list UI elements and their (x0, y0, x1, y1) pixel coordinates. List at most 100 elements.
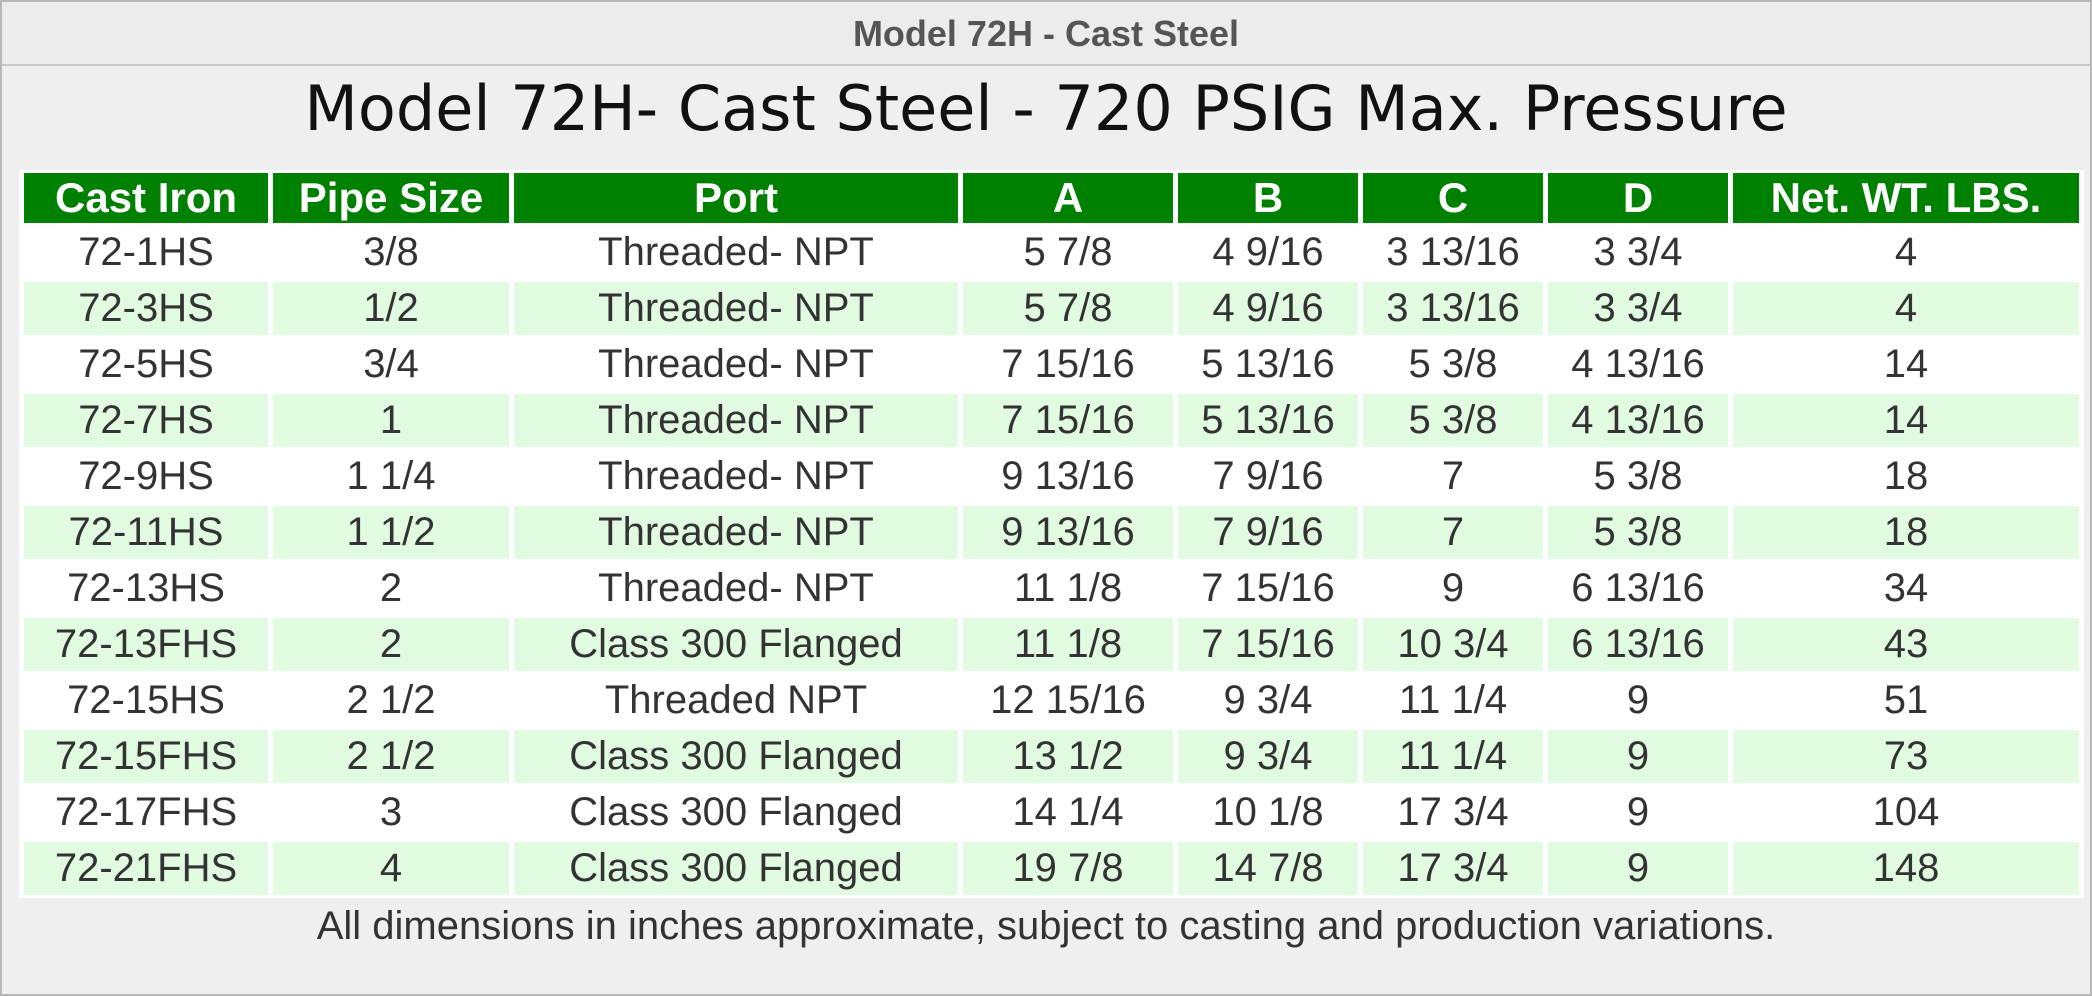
table-cell: 9 (1548, 786, 1728, 839)
table-cell: 43 (1733, 618, 2079, 671)
table-cell: 7 (1363, 450, 1543, 503)
table-cell: 1 1/2 (273, 506, 509, 559)
table-cell: 6 13/16 (1548, 618, 1728, 671)
table-cell: 3 3/4 (1548, 226, 1728, 279)
column-header: Port (514, 173, 958, 223)
table-row: 72-3HS 1/2 Threaded- NPT 5 7/8 4 9/16 3 13/16… (24, 282, 2079, 335)
table-row: 72-11HS 1 1/2 Threaded- NPT 9 13/16 7 9/16 7 5… (24, 506, 2079, 559)
table-cell: 9 3/4 (1178, 674, 1358, 727)
table-title: Model 72H- Cast Steel - 720 PSIG Max. Pr… (304, 72, 1788, 145)
table-cell: 14 (1733, 394, 2079, 447)
table-cell: 3/8 (273, 226, 509, 279)
table-cell: 4 9/16 (1178, 282, 1358, 335)
table-cell: Class 300 Flanged (514, 618, 958, 671)
table-cell: 7 15/16 (1178, 562, 1358, 615)
table-cell: 18 (1733, 450, 2079, 503)
table-cell: 104 (1733, 786, 2079, 839)
table-cell: 72-13HS (24, 562, 268, 615)
table-cell: 72-3HS (24, 282, 268, 335)
table-cell: 148 (1733, 842, 2079, 895)
table-cell: 9 3/4 (1178, 730, 1358, 783)
table-cell: Threaded- NPT (514, 226, 958, 279)
table-row: 72-17FHS 3 Class 300 Flanged 14 1/4 10 1/8 17… (24, 786, 2079, 839)
table-cell: 7 (1363, 506, 1543, 559)
table-cell: 4 13/16 (1548, 394, 1728, 447)
column-header: Pipe Size (273, 173, 509, 223)
table-cell: 19 7/8 (963, 842, 1173, 895)
table-row: 72-7HS 1 Threaded- NPT 7 15/16 5 13/16 5 3/8 4… (24, 394, 2079, 447)
table-cell: Threaded- NPT (514, 338, 958, 391)
table-cell: 7 9/16 (1178, 506, 1358, 559)
table-cell: 4 (1733, 226, 2079, 279)
table-cell: 11 1/8 (963, 618, 1173, 671)
table-cell: 72-21FHS (24, 842, 268, 895)
table-cell: 9 13/16 (963, 506, 1173, 559)
table-cell: 17 3/4 (1363, 786, 1543, 839)
table-cell: Class 300 Flanged (514, 786, 958, 839)
table-cell: 51 (1733, 674, 2079, 727)
table-cell: 72-15HS (24, 674, 268, 727)
table-cell: 2 1/2 (273, 730, 509, 783)
table-cell: 72-11HS (24, 506, 268, 559)
table-cell: 3 13/16 (1363, 282, 1543, 335)
table-cell: 3 (273, 786, 509, 839)
table-cell: 72-15FHS (24, 730, 268, 783)
table-row: 72-1HS 3/8 Threaded- NPT 5 7/8 4 9/16 3 13/16… (24, 226, 2079, 279)
table-cell: Class 300 Flanged (514, 842, 958, 895)
table-cell: 5 13/16 (1178, 338, 1358, 391)
table-cell: Threaded- NPT (514, 282, 958, 335)
table-cell: 73 (1733, 730, 2079, 783)
table-cell: 5 7/8 (963, 282, 1173, 335)
table-cell: 11 1/4 (1363, 730, 1543, 783)
header-row: Cast Iron Pipe Size Port A B C D Net. WT. LBS. (24, 173, 2079, 223)
table-cell: 14 7/8 (1178, 842, 1358, 895)
table-row: 72-15FHS 2 1/2 Class 300 Flanged 13 1/2 9 3/… (24, 730, 2079, 783)
panel-header: Model 72H - Cast Steel (2, 2, 2090, 66)
table-cell: 3/4 (273, 338, 509, 391)
table-cell: 5 3/8 (1363, 338, 1543, 391)
table-cell: 34 (1733, 562, 2079, 615)
table-cell: 5 7/8 (963, 226, 1173, 279)
table-cell: 3 3/4 (1548, 282, 1728, 335)
table-cell: 2 (273, 562, 509, 615)
table-cell: 72-17FHS (24, 786, 268, 839)
table-cell: 12 15/16 (963, 674, 1173, 727)
table-cell: Threaded- NPT (514, 450, 958, 503)
table-cell: 72-5HS (24, 338, 268, 391)
table-cell: 18 (1733, 506, 2079, 559)
table-cell: 11 1/8 (963, 562, 1173, 615)
table-cell: 72-9HS (24, 450, 268, 503)
table-cell: 5 3/8 (1363, 394, 1543, 447)
table-cell: 7 9/16 (1178, 450, 1358, 503)
table-cell: 4 9/16 (1178, 226, 1358, 279)
table-cell: 6 13/16 (1548, 562, 1728, 615)
table-cell: 5 13/16 (1178, 394, 1358, 447)
table-cell: 4 (1733, 282, 2079, 335)
column-header: Net. WT. LBS. (1733, 173, 2079, 223)
table-cell: 1/2 (273, 282, 509, 335)
column-header: A (963, 173, 1173, 223)
table-cell: 14 1/4 (963, 786, 1173, 839)
table-cell: 3 13/16 (1363, 226, 1543, 279)
table-body: 72-1HS 3/8 Threaded- NPT 5 7/8 4 9/16 3 13/16… (24, 226, 2079, 895)
table-cell: Threaded- NPT (514, 562, 958, 615)
table-cell: 72-1HS (24, 226, 268, 279)
table-cell: Threaded- NPT (514, 506, 958, 559)
table-row: 72-13FHS 2 Class 300 Flanged 11 1/8 7 15/16 1… (24, 618, 2079, 671)
table-row: 72-21FHS 4 Class 300 Flanged 19 7/8 14 7/8 17… (24, 842, 2079, 895)
table-cell: 9 (1363, 562, 1543, 615)
table-row: 72-13HS 2 Threaded- NPT 11 1/8 7 15/16 9 6 13/… (24, 562, 2079, 615)
column-header: C (1363, 173, 1543, 223)
table-cell: 10 1/8 (1178, 786, 1358, 839)
table-cell: 1 (273, 394, 509, 447)
column-header: D (1548, 173, 1728, 223)
table-cell: 11 1/4 (1363, 674, 1543, 727)
table-cell: 72-13FHS (24, 618, 268, 671)
table-cell: Threaded NPT (514, 674, 958, 727)
table-cell: 5 3/8 (1548, 450, 1728, 503)
table-cell: 72-7HS (24, 394, 268, 447)
table-cell: 14 (1733, 338, 2079, 391)
table-cell: 9 (1548, 842, 1728, 895)
